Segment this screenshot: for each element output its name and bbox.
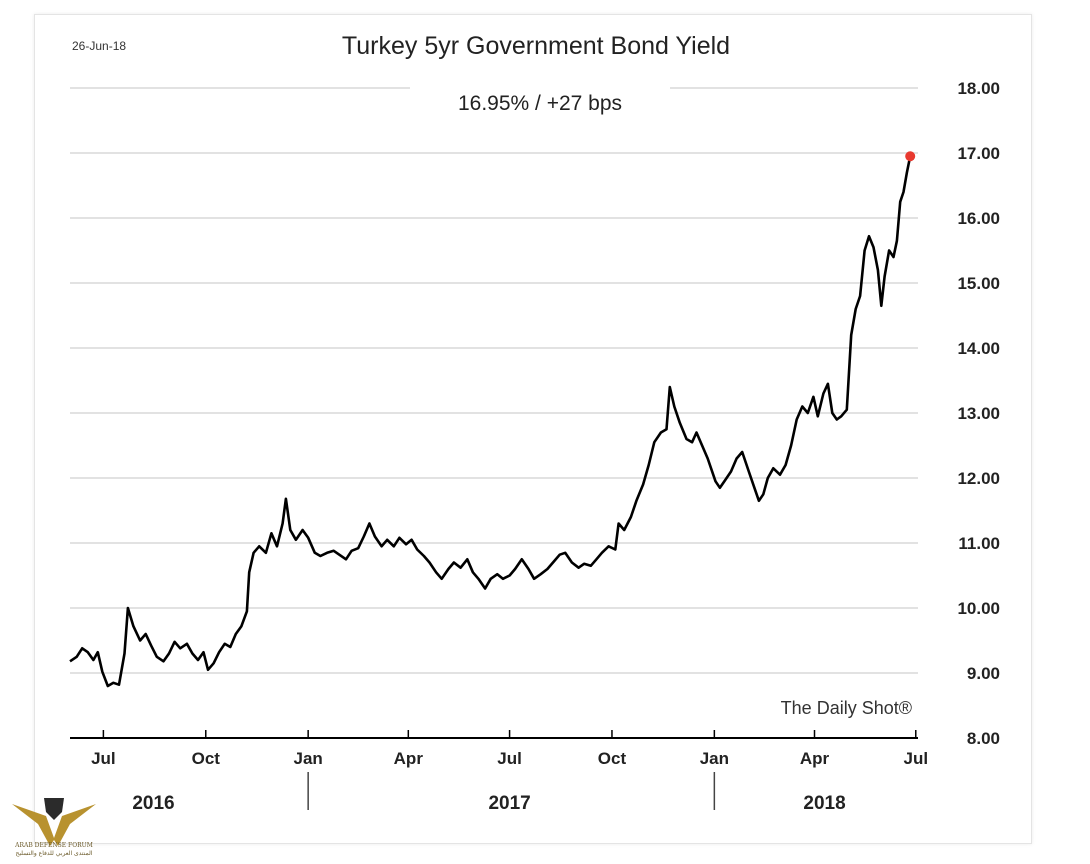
year-labels: 2016 2017 2018: [132, 793, 845, 814]
series-line: [69, 156, 912, 688]
gridlines: [70, 87, 918, 674]
eagle-wings-icon: [12, 804, 96, 846]
chart-date-label: 26-Jun-18: [72, 39, 126, 53]
chart-subtitle: 16.95% / +27 bps: [458, 92, 622, 115]
last-point-marker: [905, 151, 916, 162]
x-tick-label: Apr: [800, 749, 830, 768]
watermark-subtitle: المنتدى العربي للدفاع والتسليح: [15, 850, 93, 857]
chart-title: Turkey 5yr Government Bond Yield: [342, 32, 730, 60]
y-tick-label: 13.00: [957, 404, 1000, 423]
x-tick-label: Jul: [903, 749, 928, 768]
watermark-text: ARAB DEFENSE FORUM المنتدى العربي للدفاع…: [6, 842, 102, 858]
subtitle-backdrop: [410, 82, 670, 122]
year-label: 2018: [803, 793, 845, 814]
y-tick-label: 9.00: [967, 664, 1000, 683]
x-tick-label: Oct: [192, 749, 221, 768]
y-tick-label: 11.00: [958, 534, 1000, 553]
y-axis-tick-labels: 18.00 17.00 16.00 15.00 14.00 13.00 12.00 11.00…: [957, 79, 1000, 748]
source-label: The Daily Shot®: [781, 698, 912, 718]
x-tick-label: Jan: [700, 749, 729, 768]
y-tick-label: 17.00: [957, 144, 1000, 163]
y-tick-label: 15.00: [957, 274, 1000, 293]
y-tick-label: 16.00: [957, 209, 1000, 228]
x-tick-label: Jan: [294, 749, 323, 768]
y-tick-label: 8.00: [967, 729, 1000, 748]
x-axis: Jul Oct Jan Apr Jul Oct Jan Apr Jul: [70, 730, 928, 810]
y-tick-label: 14.00: [957, 339, 1000, 358]
x-tick-label: Jul: [497, 749, 522, 768]
shield-icon: [44, 798, 64, 820]
watermark-title: ARAB DEFENSE FORUM: [15, 842, 93, 849]
y-tick-label: 12.00: [957, 469, 1000, 488]
x-tick-label: Jul: [91, 749, 116, 768]
y-tick-label: 18.00: [957, 79, 1000, 98]
watermark-logo: [12, 798, 96, 846]
year-label: 2016: [132, 793, 174, 814]
x-tick-label: Apr: [394, 749, 424, 768]
year-label: 2017: [488, 793, 530, 814]
x-tick-label: Oct: [598, 749, 627, 768]
y-tick-label: 10.00: [957, 599, 1000, 618]
